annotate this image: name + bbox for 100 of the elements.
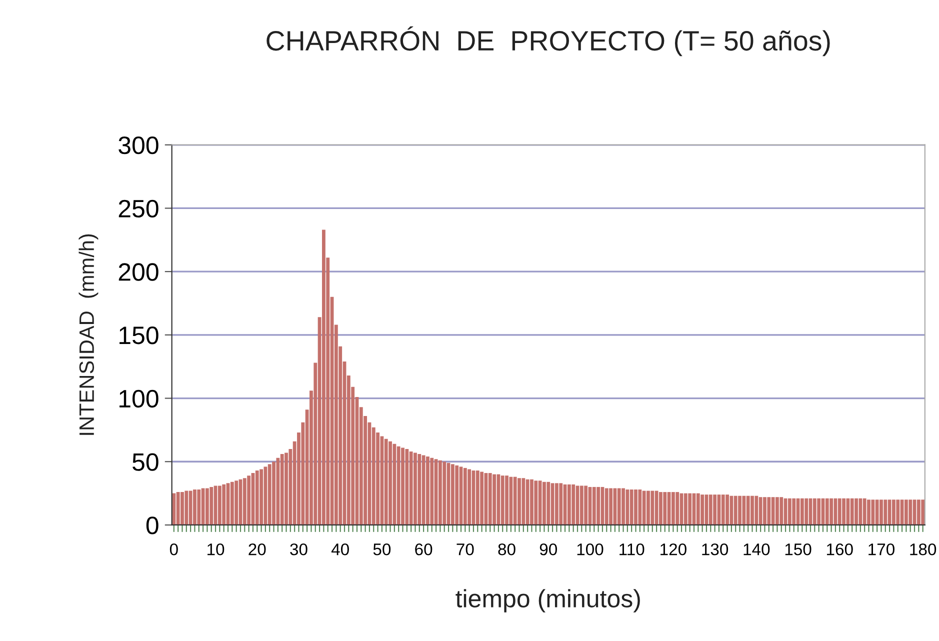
bar	[622, 488, 625, 525]
bar	[688, 493, 692, 525]
bar	[572, 484, 576, 525]
bar	[742, 496, 746, 525]
bar	[384, 438, 388, 525]
bar	[908, 500, 912, 525]
bar	[771, 497, 775, 525]
bar	[592, 486, 596, 525]
bar	[630, 490, 634, 525]
bar	[193, 490, 196, 525]
bar	[522, 478, 526, 525]
x-tick-label: 180	[910, 543, 936, 556]
bar	[255, 470, 259, 525]
bar	[554, 483, 558, 525]
bar	[921, 500, 925, 525]
bar	[884, 500, 888, 525]
bar	[738, 496, 742, 525]
bar	[617, 488, 621, 525]
x-tick-label: 140	[744, 543, 770, 556]
bar	[684, 493, 688, 525]
bar	[496, 474, 500, 525]
bar	[418, 454, 422, 525]
bar	[850, 498, 854, 525]
bar	[518, 478, 521, 525]
y-tick-label: 100	[120, 390, 158, 408]
bar	[284, 452, 288, 525]
bar	[613, 488, 617, 525]
bar	[247, 476, 251, 525]
bar	[700, 494, 704, 525]
bar	[846, 498, 850, 525]
bar	[210, 486, 214, 525]
bar	[272, 462, 276, 525]
bar	[842, 498, 846, 525]
bar	[509, 476, 513, 525]
bar	[559, 483, 563, 525]
bar	[838, 498, 842, 525]
bar	[596, 486, 600, 525]
bar	[642, 490, 646, 525]
bar	[242, 478, 246, 525]
x-tick-label: 110	[620, 543, 644, 556]
bar	[867, 500, 870, 525]
bar	[450, 464, 454, 525]
bar	[726, 494, 729, 525]
bar	[817, 498, 821, 525]
bar	[776, 497, 779, 525]
bar	[322, 230, 326, 525]
bar	[812, 498, 816, 525]
y-tick-label: 0	[146, 516, 158, 534]
bar	[676, 492, 680, 525]
bar	[800, 498, 804, 525]
bar	[488, 473, 492, 525]
bar	[180, 492, 184, 525]
bar	[542, 482, 546, 525]
bar	[401, 448, 404, 525]
bar	[750, 496, 754, 525]
bar	[276, 458, 280, 525]
bar	[492, 474, 496, 525]
bar	[580, 486, 584, 525]
x-tick-label: 100	[577, 543, 604, 556]
bar	[480, 472, 484, 525]
bar	[663, 492, 667, 525]
bar	[264, 466, 268, 525]
x-tick-label: 130	[702, 543, 728, 556]
bar	[646, 490, 650, 525]
bar	[746, 496, 750, 525]
bar	[584, 486, 588, 525]
x-tick-label: 170	[868, 543, 894, 556]
bar	[854, 498, 858, 525]
y-tick-label: 250	[118, 200, 158, 218]
bar	[730, 496, 734, 525]
bar	[500, 476, 504, 525]
bar	[268, 464, 272, 525]
x-tick-label: 20	[248, 543, 266, 556]
bar	[788, 498, 792, 525]
bar	[763, 497, 766, 525]
bar	[526, 479, 530, 525]
bar	[609, 488, 612, 525]
bar	[804, 498, 808, 525]
bar	[442, 462, 446, 525]
bar	[476, 470, 480, 525]
bar	[708, 494, 712, 525]
x-tick-label: 80	[498, 543, 516, 556]
y-tick-label: 200	[118, 263, 158, 281]
bar	[455, 465, 459, 525]
x-tick-label: 50	[373, 543, 391, 556]
bar	[792, 498, 796, 525]
bar	[230, 482, 234, 525]
bar	[916, 500, 920, 525]
x-tick-label: 0	[170, 543, 178, 556]
bar	[414, 452, 417, 525]
bar	[430, 458, 434, 525]
bar	[892, 500, 896, 525]
bar	[634, 490, 638, 525]
bar	[604, 488, 608, 525]
bar	[871, 500, 875, 525]
bar	[734, 496, 738, 525]
bar	[650, 490, 654, 525]
bar	[422, 455, 426, 525]
bar	[758, 497, 762, 525]
x-tick-label: 40	[331, 543, 349, 556]
